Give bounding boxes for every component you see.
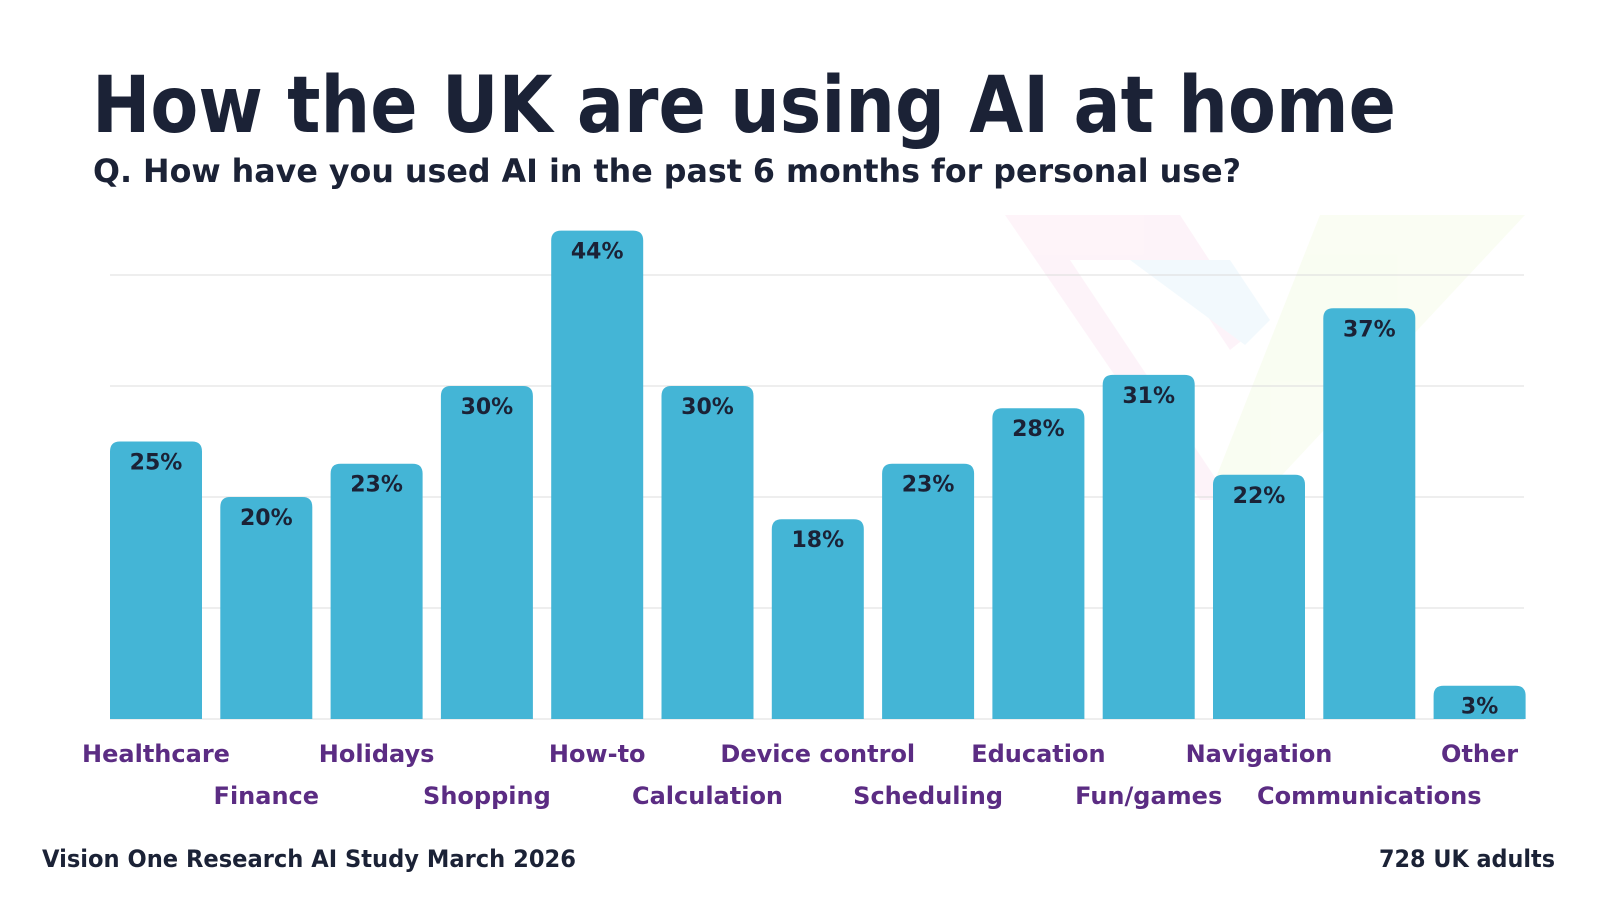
bar-how-to (551, 230, 644, 719)
chart-title: How the UK are using AI at home (92, 61, 1396, 151)
bar-finance (220, 497, 313, 719)
value-label: 44% (571, 240, 624, 265)
bar-scheduling (882, 463, 975, 719)
bar-other (1433, 685, 1526, 719)
category-label: Finance (214, 782, 320, 810)
bar-communications (1323, 308, 1416, 719)
bar-calculation (661, 386, 754, 719)
value-label: 31% (1122, 384, 1175, 409)
source-note: Vision One Research AI Study March 2026 (42, 845, 576, 873)
category-label: Navigation (1186, 740, 1333, 768)
bar-device-control (771, 519, 864, 719)
chart-subtitle: Q. How have you used AI in the past 6 mo… (93, 152, 1241, 190)
bar-healthcare (110, 441, 202, 719)
bar-navigation (1213, 474, 1305, 719)
bar-holidays (330, 463, 423, 719)
category-label: Scheduling (853, 782, 1003, 810)
value-label: 30% (461, 395, 514, 420)
category-label: Holidays (319, 740, 435, 768)
value-label: 37% (1343, 317, 1396, 342)
value-label: 20% (240, 506, 293, 531)
value-label: 18% (791, 528, 844, 553)
category-label: Other (1441, 740, 1518, 768)
value-label: 30% (681, 395, 734, 420)
value-label: 28% (1012, 417, 1065, 442)
category-label: How-to (549, 740, 646, 768)
sample-note: 728 UK adults (1379, 845, 1555, 873)
bar-fun-games (1102, 374, 1195, 719)
category-label: Education (971, 740, 1105, 768)
category-label: Fun/games (1075, 782, 1222, 810)
value-label: 23% (350, 473, 403, 498)
category-label: Device control (720, 740, 915, 768)
category-label: Healthcare (82, 740, 230, 768)
category-label: Shopping (423, 782, 551, 810)
value-label: 25% (130, 451, 183, 476)
bar-education (992, 408, 1085, 719)
category-label: Communications (1257, 782, 1482, 810)
value-label: 3% (1461, 695, 1498, 720)
value-label: 22% (1233, 484, 1286, 509)
value-label: 23% (902, 473, 955, 498)
bar-shopping (440, 386, 533, 719)
category-label: Calculation (632, 782, 783, 810)
